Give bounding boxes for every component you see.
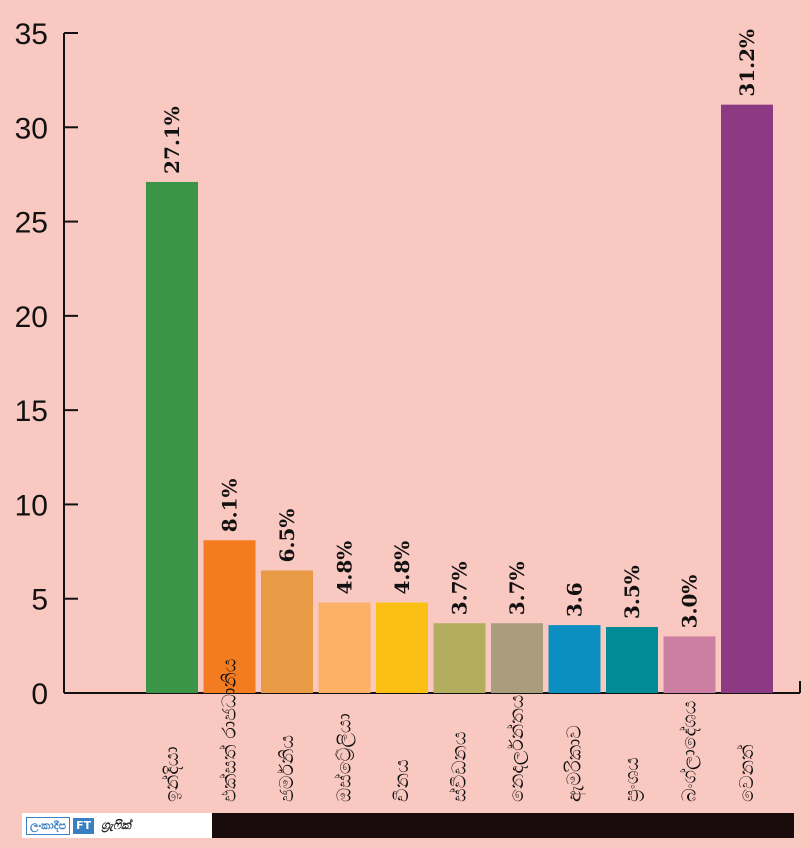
data-label: 4.8% xyxy=(333,541,357,595)
brand-badge: FT xyxy=(73,817,95,834)
data-labels: 27.1% 8.1% 6.5% 4.8% 4.8% 3.7% 3.7% 3.6 3.5% 3.0%… xyxy=(160,29,759,628)
data-label: 3.7% xyxy=(505,561,529,615)
y-tick-label: 30 xyxy=(15,112,48,145)
data-label: 31.2% xyxy=(735,29,759,97)
brand-text: ග්‍රැෆික් xyxy=(101,818,131,832)
category-label: එක්සත් රාජධානිය xyxy=(218,659,240,802)
category-label: ඇමරිකාව xyxy=(564,725,587,802)
y-tick-label: 15 xyxy=(15,395,48,428)
footer: ලංකාදීප FT ග්‍රැෆික් xyxy=(22,813,794,838)
bar xyxy=(376,602,428,693)
category-label: ඉන්දියා xyxy=(161,746,183,802)
y-tick-label: 25 xyxy=(15,207,48,240)
brand-logo: ලංකාදීප FT ග්‍රැෆික් xyxy=(22,813,212,838)
bar-chart: 0 5 10 15 20 25 30 35 27.1% 8.1% 6.5% 4.8% 4.8% 3.7%… xyxy=(15,18,801,803)
brand-name: ලංකාදීප xyxy=(26,816,71,835)
category-label: නෙදර්ලන්තය xyxy=(506,695,528,802)
footer-bar xyxy=(212,813,794,838)
y-tick-label: 0 xyxy=(31,678,48,711)
data-label: 3.6 xyxy=(563,582,587,617)
category-label: ස්වීඩනය xyxy=(448,732,470,803)
y-tick-label: 35 xyxy=(15,18,48,51)
data-label: 6.5% xyxy=(275,509,299,563)
data-label: 3.0% xyxy=(678,575,702,629)
bar xyxy=(606,627,658,693)
bar xyxy=(318,602,371,693)
y-tick-label: 5 xyxy=(31,584,48,617)
category-labels: ඉන්දියා එක්සත් රාජධානිය ජර්මනිය ඔස්ට්‍රේලිය… xyxy=(161,659,758,803)
bar xyxy=(548,625,601,693)
bar xyxy=(721,104,773,693)
axes: 0 5 10 15 20 25 30 35 xyxy=(15,18,801,711)
data-label: 3.7% xyxy=(448,561,472,615)
data-label: 8.1% xyxy=(218,478,242,532)
bar xyxy=(491,623,543,693)
category-label: වෙනත් xyxy=(736,745,758,802)
data-label: 4.8% xyxy=(390,541,414,595)
bars xyxy=(146,104,773,693)
category-label: ජර්මනිය xyxy=(276,735,298,802)
category-label: ප්‍රංශය xyxy=(621,757,644,802)
y-tick-label: 10 xyxy=(15,489,48,522)
data-label: 3.5% xyxy=(620,565,644,619)
bar xyxy=(433,623,486,693)
y-tick-label: 20 xyxy=(15,301,48,334)
bar xyxy=(663,636,716,693)
category-label: චීනය xyxy=(391,759,413,802)
data-label: 27.1% xyxy=(160,106,184,174)
category-label: ඔස්ට්‍රේලියා xyxy=(333,713,355,802)
category-label: බංග්ලාදේශය xyxy=(678,701,700,802)
bar xyxy=(146,181,198,693)
bar xyxy=(261,570,313,693)
bar xyxy=(203,540,256,693)
